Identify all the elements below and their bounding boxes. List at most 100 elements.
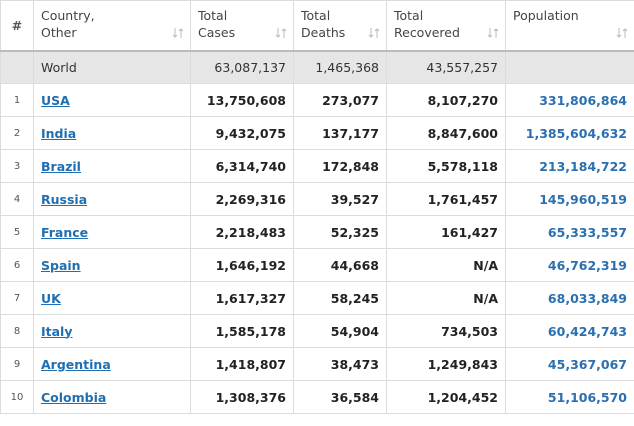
cell: 145,960,519 <box>505 182 634 216</box>
cell <box>0 50 34 84</box>
cell: 52,325 <box>293 215 387 249</box>
cell: 1,385,604,632 <box>505 116 634 150</box>
cell: 1,204,452 <box>386 380 506 414</box>
cell: World <box>33 50 191 84</box>
column-header[interactable]: Total Cases <box>190 0 294 52</box>
cell: N/A <box>386 281 506 315</box>
country-link[interactable]: Italy <box>41 323 73 339</box>
country-link[interactable]: India <box>41 125 77 141</box>
cell: 36,584 <box>293 380 387 414</box>
country-row: 5 France 2,218,483 52,325 161,427 65,333,557 <box>0 215 634 249</box>
cell: 4 <box>0 182 34 216</box>
country-row: 4 Russia 2,269,316 39,527 1,761,457 145,960,5… <box>0 182 634 216</box>
country-row: 2 India 9,432,075 137,177 8,847,600 1,385,604… <box>0 116 634 150</box>
cell: Brazil <box>33 149 191 183</box>
country-link[interactable]: Brazil <box>41 158 81 174</box>
cell: 2 <box>0 116 34 150</box>
column-header[interactable]: Country, Other <box>33 0 191 52</box>
country-link[interactable]: Spain <box>41 257 81 273</box>
cell: 3 <box>0 149 34 183</box>
cell: Russia <box>33 182 191 216</box>
cell: 38,473 <box>293 347 387 381</box>
cell: 44,668 <box>293 248 387 282</box>
cell: 9,432,075 <box>190 116 294 150</box>
world-row: World 63,087,137 1,465,368 43,557,257 <box>0 50 634 84</box>
column-header[interactable]: Total Recovered <box>386 0 506 52</box>
header-label: Population <box>513 8 579 23</box>
sort-icon[interactable] <box>616 27 628 39</box>
cell: Argentina <box>33 347 191 381</box>
data-table: # Country, Other Total Cases Total Deaths To… <box>0 0 634 414</box>
cell: 5,578,118 <box>386 149 506 183</box>
cell: 1,617,327 <box>190 281 294 315</box>
cell: 137,177 <box>293 116 387 150</box>
cell: 46,762,319 <box>505 248 634 282</box>
cell: Italy <box>33 314 191 348</box>
cell: 13,750,608 <box>190 83 294 117</box>
cell: France <box>33 215 191 249</box>
cell: UK <box>33 281 191 315</box>
cell: India <box>33 116 191 150</box>
cell: 9 <box>0 347 34 381</box>
table-body: World 63,087,137 1,465,368 43,557,257 1 USA 13… <box>0 50 634 414</box>
cell: 10 <box>0 380 34 414</box>
country-link[interactable]: USA <box>41 92 70 108</box>
column-header[interactable]: Population <box>505 0 634 52</box>
header-label: Total Cases <box>198 8 236 40</box>
cell: 58,245 <box>293 281 387 315</box>
cell: 1 <box>0 83 34 117</box>
cell: 6 <box>0 248 34 282</box>
sort-icon[interactable] <box>275 27 287 39</box>
cell: 1,761,457 <box>386 182 506 216</box>
cell: 1,465,368 <box>293 50 387 84</box>
cell: 213,184,722 <box>505 149 634 183</box>
header-label: Country, Other <box>41 8 95 40</box>
cell: 8 <box>0 314 34 348</box>
cell: 68,033,849 <box>505 281 634 315</box>
cell: 2,218,483 <box>190 215 294 249</box>
header-row: # Country, Other Total Cases Total Deaths To… <box>0 0 634 52</box>
cell: 172,848 <box>293 149 387 183</box>
country-link[interactable]: France <box>41 224 89 240</box>
cell: N/A <box>386 248 506 282</box>
cell: 63,087,137 <box>190 50 294 84</box>
column-header[interactable]: Total Deaths <box>293 0 387 52</box>
cell: 7 <box>0 281 34 315</box>
cell: 2,269,316 <box>190 182 294 216</box>
cell: 6,314,740 <box>190 149 294 183</box>
cell: Spain <box>33 248 191 282</box>
country-row: 8 Italy 1,585,178 54,904 734,503 60,424,743 <box>0 314 634 348</box>
country-link[interactable]: Argentina <box>41 356 111 372</box>
cell: 8,847,600 <box>386 116 506 150</box>
country-link[interactable]: UK <box>41 290 61 306</box>
cell <box>505 50 634 84</box>
sort-icon[interactable] <box>172 27 184 39</box>
cell: 1,418,807 <box>190 347 294 381</box>
cell: 54,904 <box>293 314 387 348</box>
cell: 273,077 <box>293 83 387 117</box>
column-header: # <box>0 0 34 52</box>
cell: 1,308,376 <box>190 380 294 414</box>
cell: 161,427 <box>386 215 506 249</box>
cell: USA <box>33 83 191 117</box>
sort-icon[interactable] <box>368 27 380 39</box>
country-link[interactable]: Colombia <box>41 389 107 405</box>
sort-icon[interactable] <box>487 27 499 39</box>
cell: 60,424,743 <box>505 314 634 348</box>
country-link[interactable]: Russia <box>41 191 88 207</box>
cell: 1,249,843 <box>386 347 506 381</box>
cell: 39,527 <box>293 182 387 216</box>
cell: 43,557,257 <box>386 50 506 84</box>
header-label: Total Deaths <box>301 8 346 40</box>
cell: 1,585,178 <box>190 314 294 348</box>
cell: 8,107,270 <box>386 83 506 117</box>
country-row: 6 Spain 1,646,192 44,668 N/A 46,762,319 <box>0 248 634 282</box>
cell: 65,333,557 <box>505 215 634 249</box>
cell: 45,367,067 <box>505 347 634 381</box>
cell: 51,106,570 <box>505 380 634 414</box>
cell: 734,503 <box>386 314 506 348</box>
country-row: 1 USA 13,750,608 273,077 8,107,270 331,806,86… <box>0 83 634 117</box>
country-row: 9 Argentina 1,418,807 38,473 1,249,843 45,367… <box>0 347 634 381</box>
country-row: 10 Colombia 1,308,376 36,584 1,204,452 51,106… <box>0 380 634 414</box>
